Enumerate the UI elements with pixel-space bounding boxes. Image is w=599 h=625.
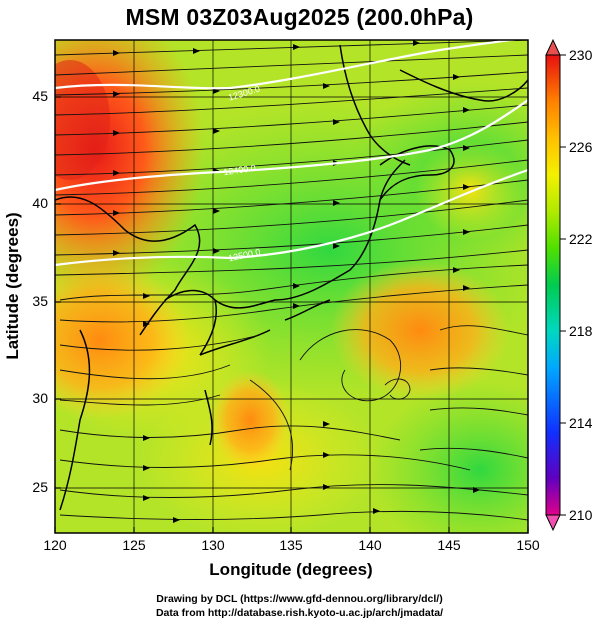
y-tick-label: 35: [32, 293, 48, 309]
contour-label-12400: 12400.0: [223, 163, 257, 177]
coastlines: [55, 44, 528, 511]
temperature-shading: [55, 40, 528, 533]
colorbar-min-triangle: [545, 514, 561, 532]
x-tick-label: 150: [516, 537, 540, 553]
x-tick-marks: [54, 527, 529, 533]
x-axis-title: Longitude (degrees): [209, 560, 372, 579]
y-axis-title: Latitude (degrees): [3, 212, 22, 359]
colorbar-max-triangle: [545, 38, 561, 56]
y-tick-label: 40: [32, 195, 48, 211]
colorbar-label: 230: [569, 47, 593, 63]
x-tick-label: 140: [358, 537, 382, 553]
x-tick-label: 130: [201, 537, 225, 553]
x-tick-label: 120: [43, 537, 67, 553]
y-tick-label: 45: [32, 88, 48, 104]
y-tick-label: 25: [32, 479, 48, 495]
y-tick-label: 30: [32, 390, 48, 406]
x-tick-label: 145: [437, 537, 461, 553]
x-tick-label: 135: [279, 537, 303, 553]
y-tick-labels: 25 30 35 40 45: [32, 88, 48, 495]
colorbar-label: 214: [569, 415, 593, 431]
page-title: MSM 03Z03Aug2025 (200.0hPa): [125, 4, 474, 30]
height-contours: [55, 40, 528, 267]
colorbar: 230 226 222 218 214 210: [545, 38, 593, 532]
footer-credits: Drawing by DCL (https://www.gfd-dennou.o…: [0, 592, 599, 620]
grid-lines: [55, 40, 528, 533]
wind-arrows: [113, 40, 480, 523]
x-tick-label: 125: [122, 537, 146, 553]
footer-drawing-credit: Drawing by DCL (https://www.gfd-dennou.o…: [156, 593, 443, 605]
x-tick-labels: 120 125 130 135 140 145 150: [43, 537, 540, 553]
y-tick-marks: [55, 96, 61, 489]
colorbar-label: 222: [569, 231, 593, 247]
colorbar-label: 218: [569, 323, 593, 339]
footer-data-credit: Data from http://database.rish.kyoto-u.a…: [155, 607, 444, 619]
colorbar-label: 210: [569, 507, 593, 523]
colorbar-label: 226: [569, 139, 593, 155]
